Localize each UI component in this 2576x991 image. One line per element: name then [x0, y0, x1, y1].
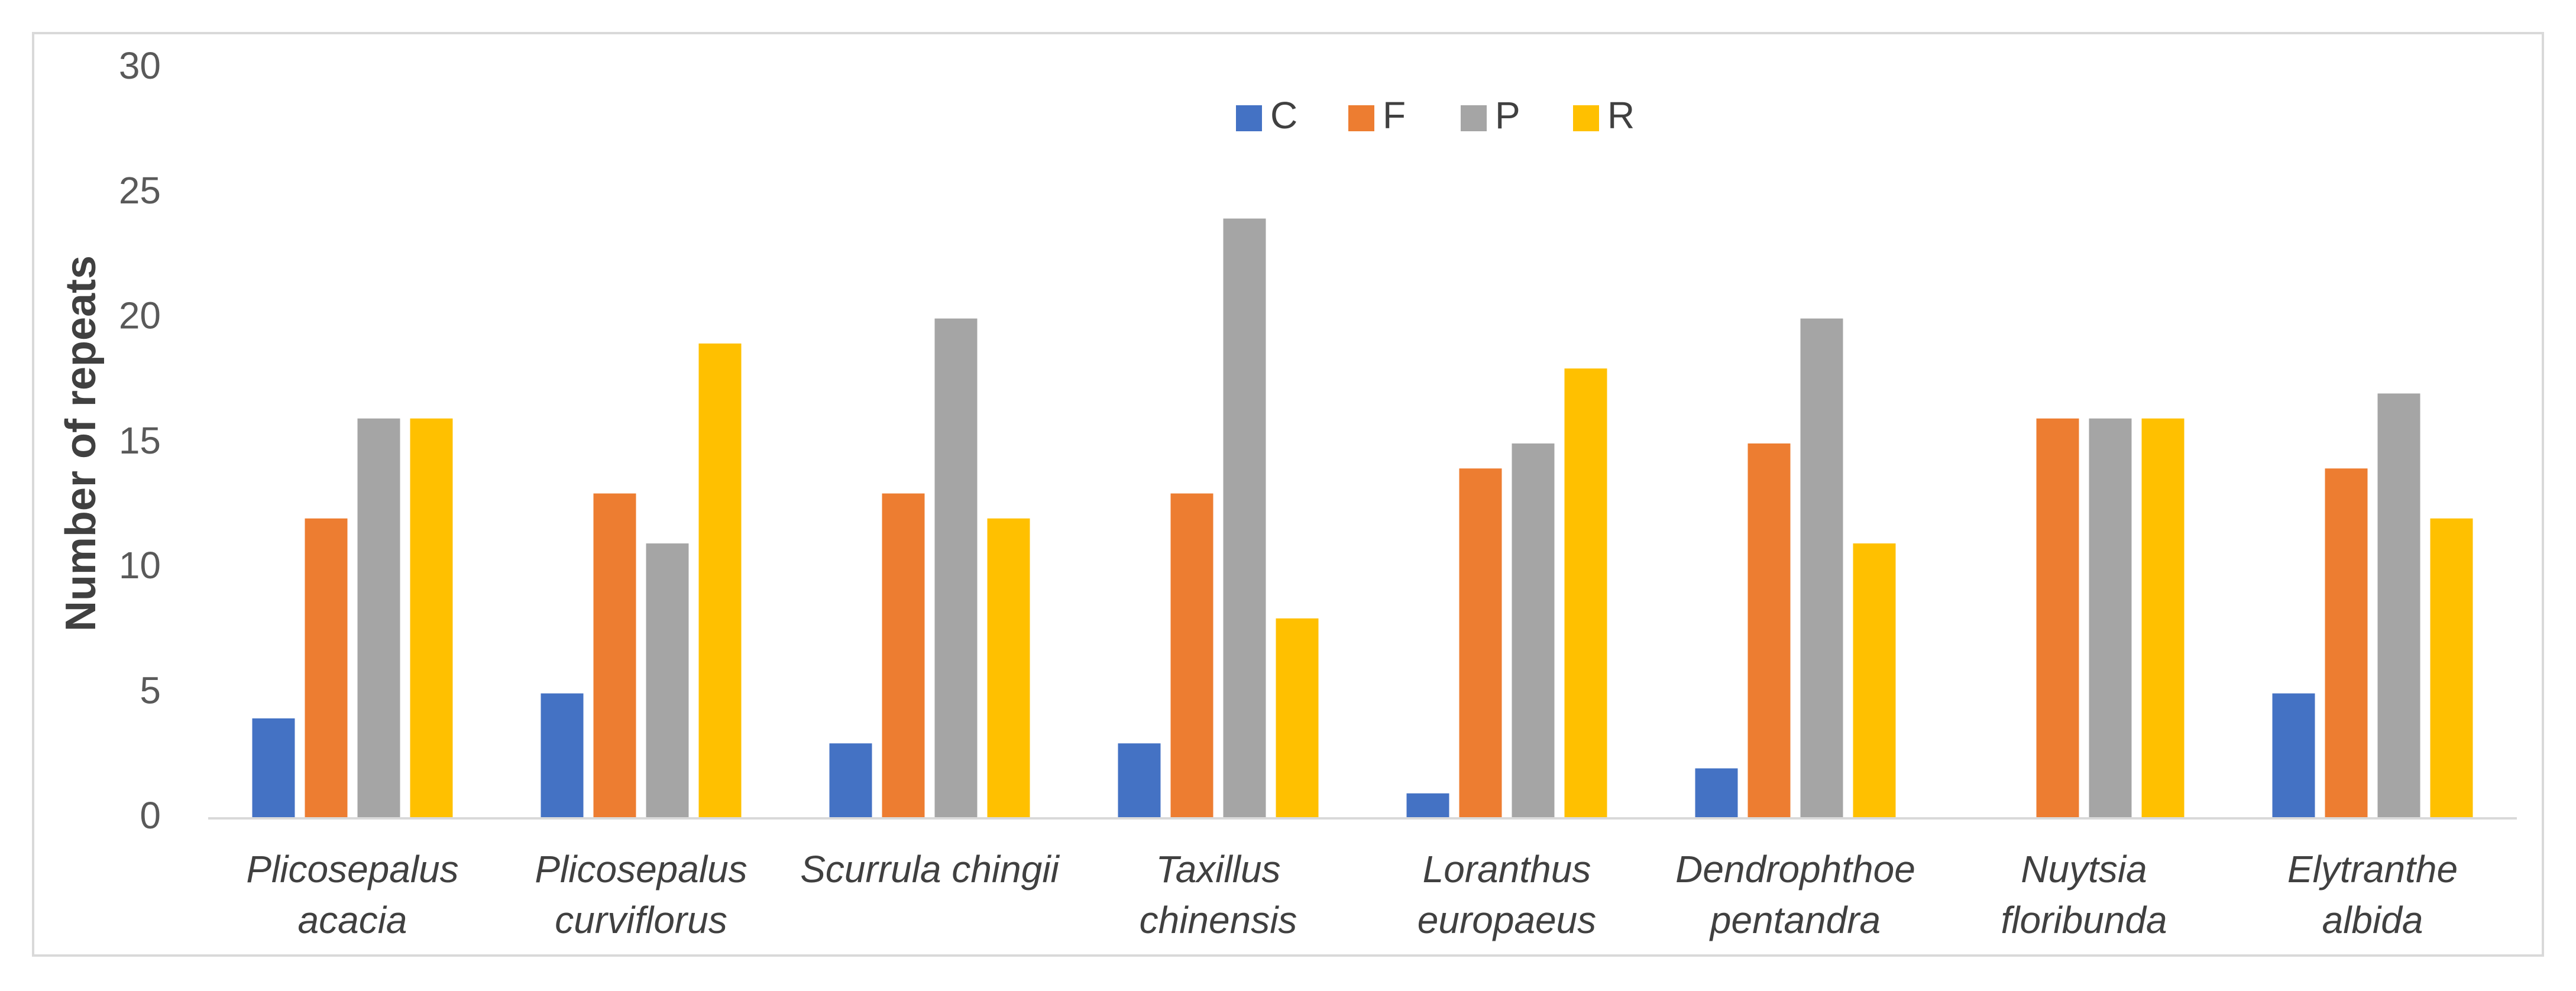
bar-f [2036, 418, 2079, 818]
x-category-label: pentandra [1709, 899, 1881, 941]
bar-c [1406, 793, 1449, 818]
x-category-label: Plicosepalus [535, 848, 747, 890]
legend-swatch-c [1236, 105, 1262, 131]
x-category-label: Dendrophthoe [1675, 848, 1915, 890]
bar-c [829, 743, 872, 818]
x-category-label: Nuytsia [2021, 848, 2147, 890]
bar-p [1223, 218, 1266, 819]
bar-c [252, 718, 295, 818]
y-tick-label: 10 [119, 544, 161, 587]
x-category-label: chinensis [1140, 899, 1297, 941]
bar-r [1853, 543, 1896, 818]
bar-r [698, 343, 742, 818]
bar-p [2377, 393, 2420, 818]
y-tick-label: 20 [119, 294, 161, 337]
x-category-label: acacia [298, 899, 407, 941]
legend-label-r: R [1607, 94, 1635, 137]
x-category-label: Scurrula chingii [800, 848, 1060, 890]
y-tick-label: 5 [140, 669, 161, 712]
y-tick-label: 30 [119, 44, 161, 87]
bar-r [1276, 618, 1319, 818]
legend-label-p: P [1495, 94, 1520, 137]
x-category-label: Loranthus [1423, 848, 1591, 890]
legend-label-f: F [1383, 94, 1406, 137]
bar-c [1695, 768, 1738, 818]
legend-swatch-f [1348, 105, 1374, 131]
bar-c [541, 693, 584, 818]
y-tick-label: 15 [119, 419, 161, 462]
bar-p [2089, 418, 2132, 818]
y-axis-label: Number of repeats [57, 255, 105, 631]
bar-p [646, 543, 689, 818]
x-category-label: Plicosepalus [246, 848, 458, 890]
bars [252, 218, 2473, 819]
x-category-label: Taxillus [1156, 848, 1280, 890]
bar-p [1800, 318, 1843, 818]
y-tick-label: 25 [119, 169, 161, 212]
x-category-label: curviflorus [555, 899, 727, 941]
x-category-label: Elytranthe [2287, 848, 2458, 890]
y-axis-ticks: 0 5 10 15 20 25 30 [119, 44, 161, 837]
bar-p [357, 418, 400, 818]
bar-r [2430, 518, 2473, 818]
bar-f [593, 493, 636, 818]
y-tick-label: 0 [140, 794, 161, 837]
bar-r [410, 418, 453, 818]
bar-c [2272, 693, 2315, 818]
bar-r [987, 518, 1030, 818]
bar-r [2141, 418, 2185, 818]
bar-f [2325, 468, 2368, 818]
bar-r [1564, 368, 1607, 818]
legend-label-c: C [1270, 94, 1297, 137]
x-category-label: floribunda [2001, 899, 2167, 941]
legend-swatch-r [1573, 105, 1599, 131]
bar-f [1747, 443, 1791, 818]
x-category-label: albida [2322, 899, 2423, 941]
bar-p [934, 318, 978, 818]
legend-swatch-p [1461, 105, 1487, 131]
bar-f [305, 518, 348, 818]
bar-f [882, 493, 925, 818]
bar-f [1170, 493, 1213, 818]
bar-c [1118, 743, 1161, 818]
bar-p [1512, 443, 1555, 818]
x-category-label: europaeus [1418, 899, 1596, 941]
x-axis-labels: Plicosepalus acacia Plicosepalus curvifloru… [246, 848, 2458, 941]
bar-f [1459, 468, 1502, 818]
